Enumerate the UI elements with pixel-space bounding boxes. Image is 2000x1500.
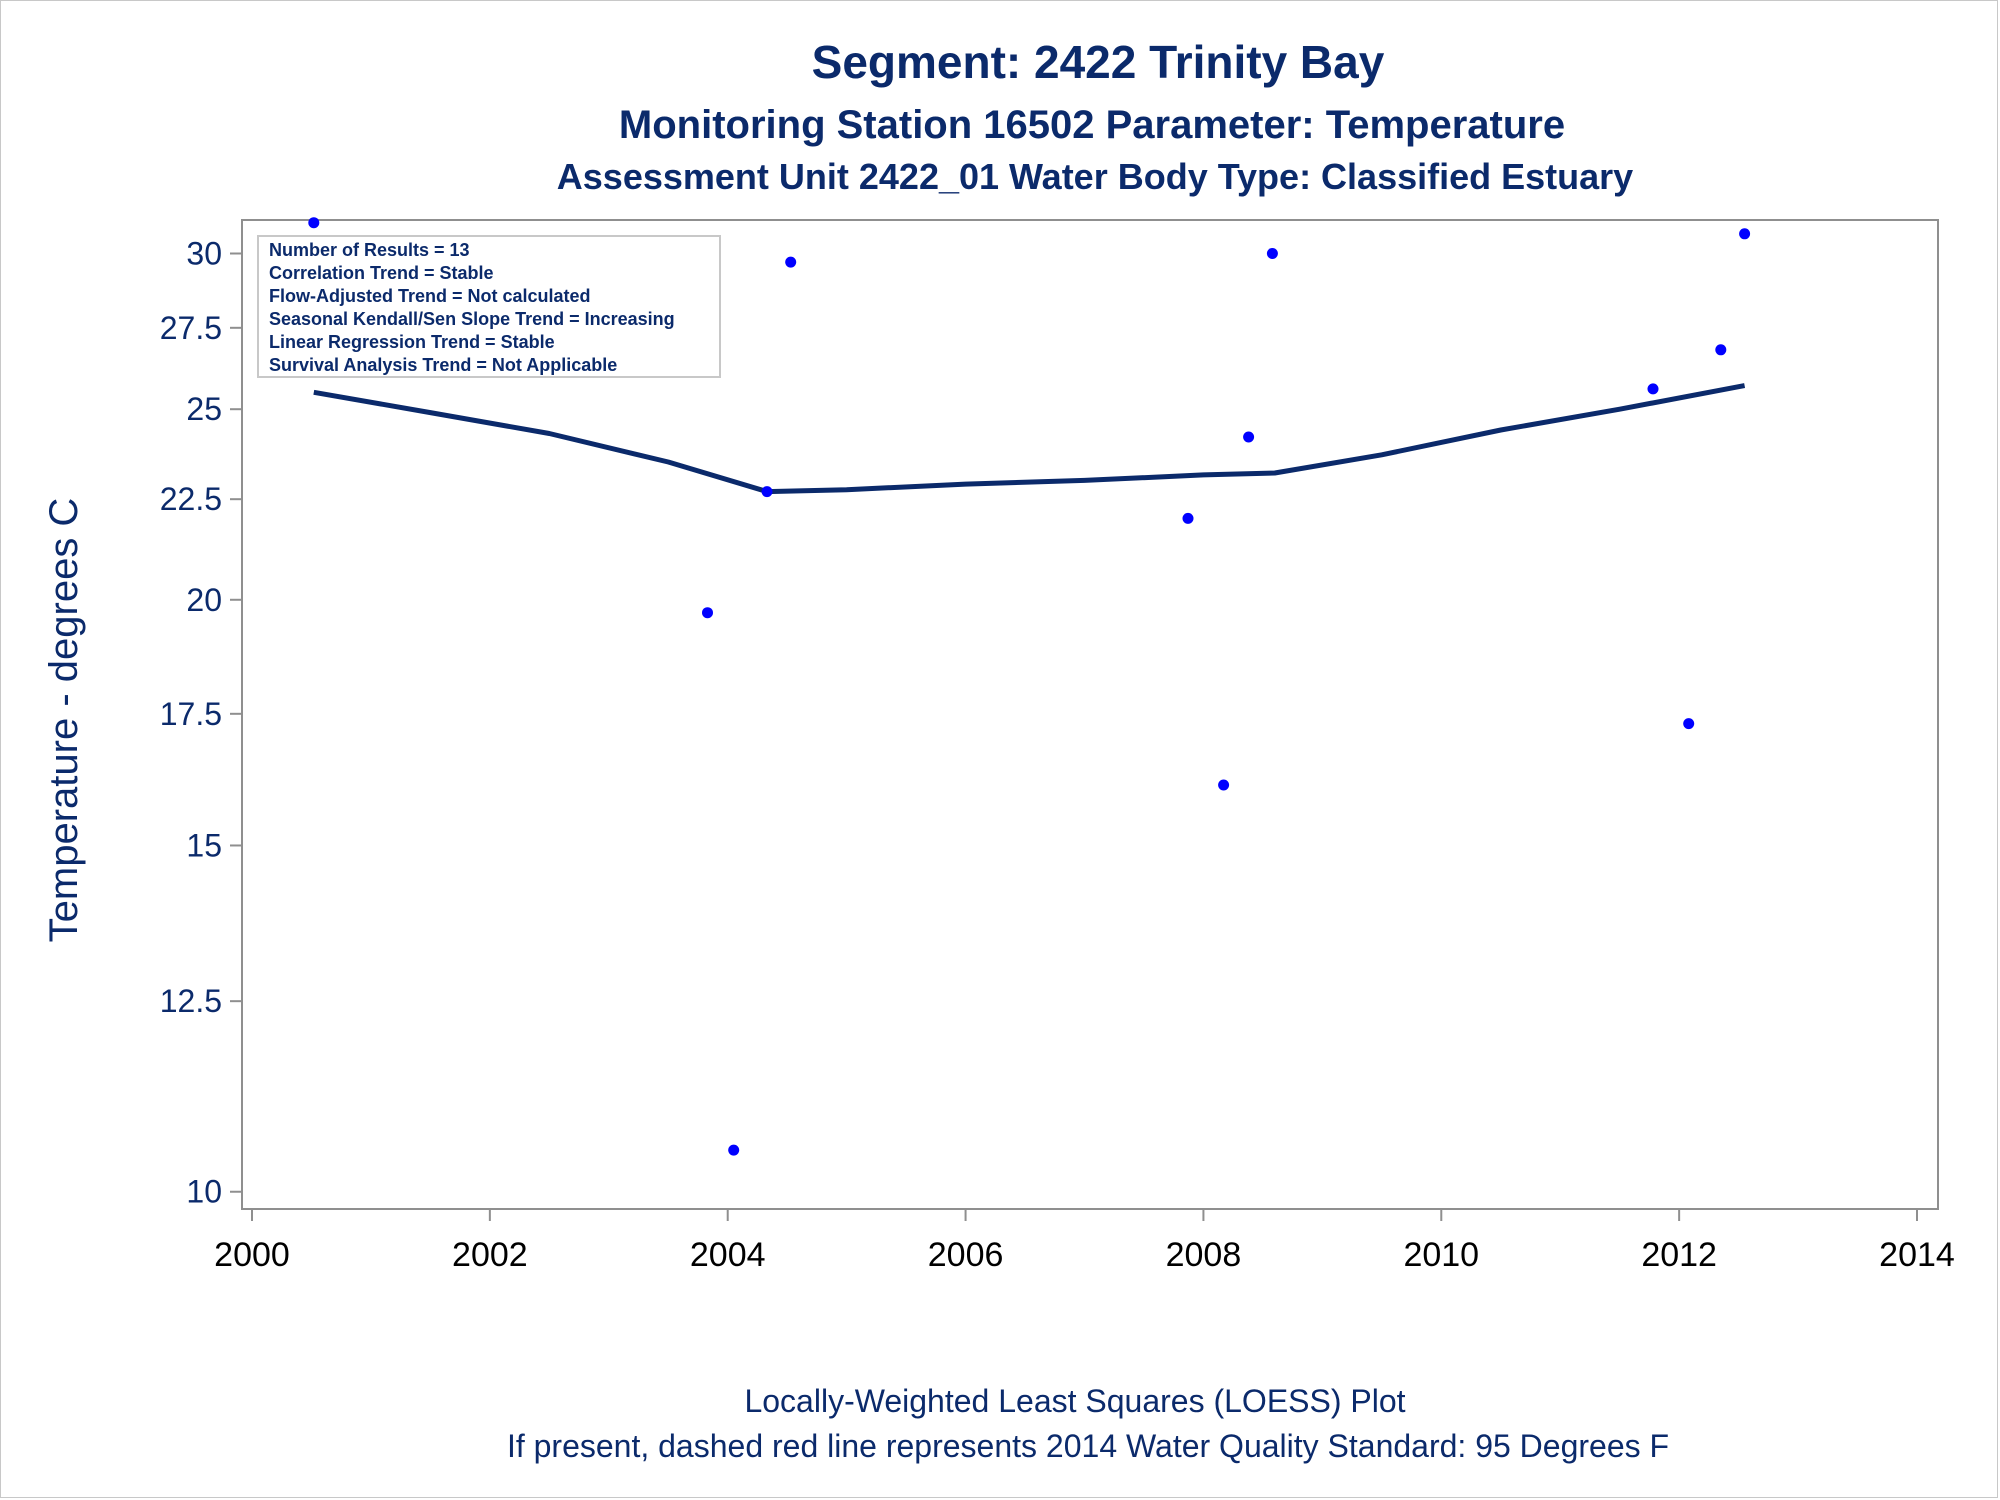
series-layer: [308, 217, 1751, 1156]
y-axis-label: Temperature - degrees C: [42, 498, 86, 943]
data-point: [1647, 383, 1659, 395]
data-point: [1715, 344, 1727, 356]
data-point: [761, 486, 773, 498]
loess-trend-line: [313, 383, 1746, 495]
stats-line-2: Correlation Trend = Stable: [269, 263, 494, 283]
chart-subtitle-2: Assessment Unit 2422_01 Water Body Type:…: [557, 156, 1633, 197]
y-tick-label: 27.5: [160, 310, 222, 346]
y-tick-label: 15: [186, 827, 222, 863]
x-tick-label: 2012: [1641, 1236, 1717, 1274]
y-tick-label: 30: [186, 235, 222, 271]
y-tick-label: 17.5: [160, 696, 222, 732]
x-axis: 2000 2002 2004 2006 2008 2010 2012 2014: [214, 1209, 1955, 1274]
y-axis: 10 12.5 15 17.5 20 22.5 25 27.5 30: [160, 235, 242, 1210]
data-point: [702, 607, 713, 619]
stats-box: Number of Results = 13 Correlation Trend…: [257, 235, 721, 378]
x-tick-label: 2000: [214, 1236, 290, 1274]
x-tick-label: 2006: [928, 1236, 1004, 1274]
y-tick-label: 20: [186, 582, 222, 618]
data-point: [1683, 718, 1695, 730]
chart-title: Segment: 2422 Trinity Bay: [812, 36, 1385, 88]
data-point: [1182, 512, 1194, 524]
y-tick-label: 22.5: [160, 481, 222, 517]
data-point: [1243, 431, 1255, 443]
data-point: [728, 1144, 740, 1156]
y-tick-label: 10: [186, 1174, 222, 1210]
stats-line-1: Number of Results = 13: [269, 240, 470, 260]
x-tick-label: 2014: [1879, 1236, 1955, 1274]
data-point: [1266, 248, 1278, 259]
stats-line-5: Linear Regression Trend = Stable: [269, 332, 555, 352]
x-tick-label: 2002: [452, 1236, 528, 1274]
data-point: [785, 256, 797, 268]
x-tick-label: 2008: [1166, 1236, 1242, 1274]
y-tick-label: 25: [186, 391, 222, 427]
x-tick-label: 2010: [1403, 1236, 1479, 1274]
x-tick-label: 2004: [690, 1236, 766, 1274]
stats-line-6: Survival Analysis Trend = Not Applicable: [269, 355, 617, 375]
footnote-standard: If present, dashed red line represents 2…: [507, 1428, 1669, 1464]
data-point: [1739, 228, 1751, 240]
chart-subtitle: Monitoring Station 16502 Parameter: Temp…: [619, 103, 1565, 147]
data-point: [308, 217, 320, 229]
stats-line-4: Seasonal Kendall/Sen Slope Trend = Incre…: [269, 309, 675, 329]
footnote-loess: Locally-Weighted Least Squares (LOESS) P…: [744, 1383, 1405, 1419]
stats-box-border: [257, 235, 721, 378]
data-point: [1218, 779, 1230, 791]
y-tick-label: 12.5: [160, 983, 222, 1019]
stats-line-3: Flow-Adjusted Trend = Not calculated: [269, 286, 591, 306]
